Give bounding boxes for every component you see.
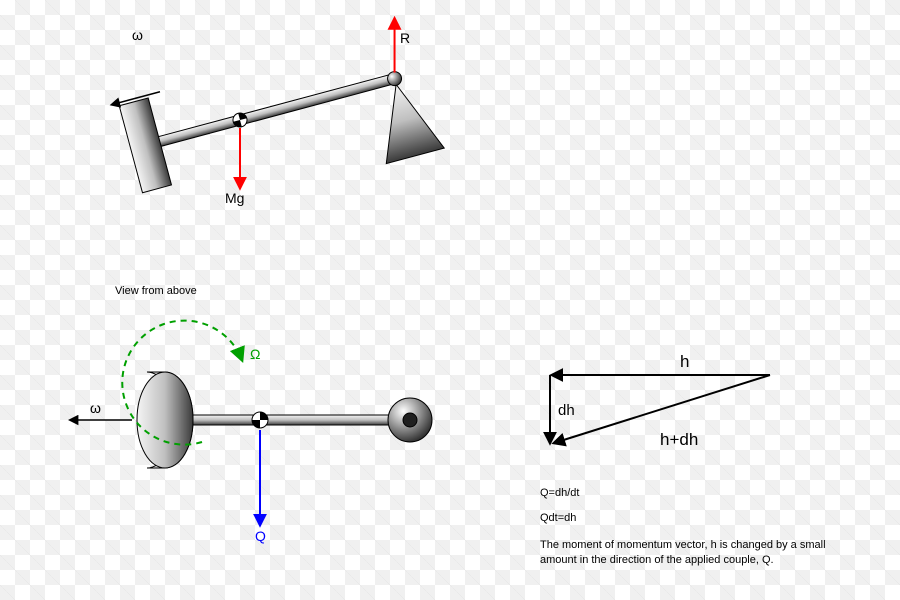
explanatory-note: The moment of momentum vector, h is chan… (540, 538, 830, 568)
h-label: h (680, 352, 689, 372)
axle-top (190, 415, 395, 425)
precession-label: Ω (250, 346, 260, 362)
weight-label: Mg (225, 190, 244, 206)
view-above-label: View from above (115, 285, 197, 297)
flywheel-top (137, 372, 193, 468)
com-marker-top (252, 412, 268, 428)
equation-1: Q=dh/dt (540, 487, 579, 499)
diagram-svg (0, 0, 900, 600)
h-plus-dh-label: h+dh (660, 430, 698, 450)
omega-label-bottom: ω (90, 400, 101, 416)
dh-label: dh (558, 402, 575, 419)
couple-label: Q (255, 528, 266, 544)
axle (152, 74, 396, 148)
pivot-top-view (388, 398, 432, 442)
omega-label-top: ω (132, 27, 143, 43)
equation-2: Qdt=dh (540, 512, 576, 524)
reaction-label: R (400, 30, 410, 46)
side-view-diagram (109, 15, 444, 228)
